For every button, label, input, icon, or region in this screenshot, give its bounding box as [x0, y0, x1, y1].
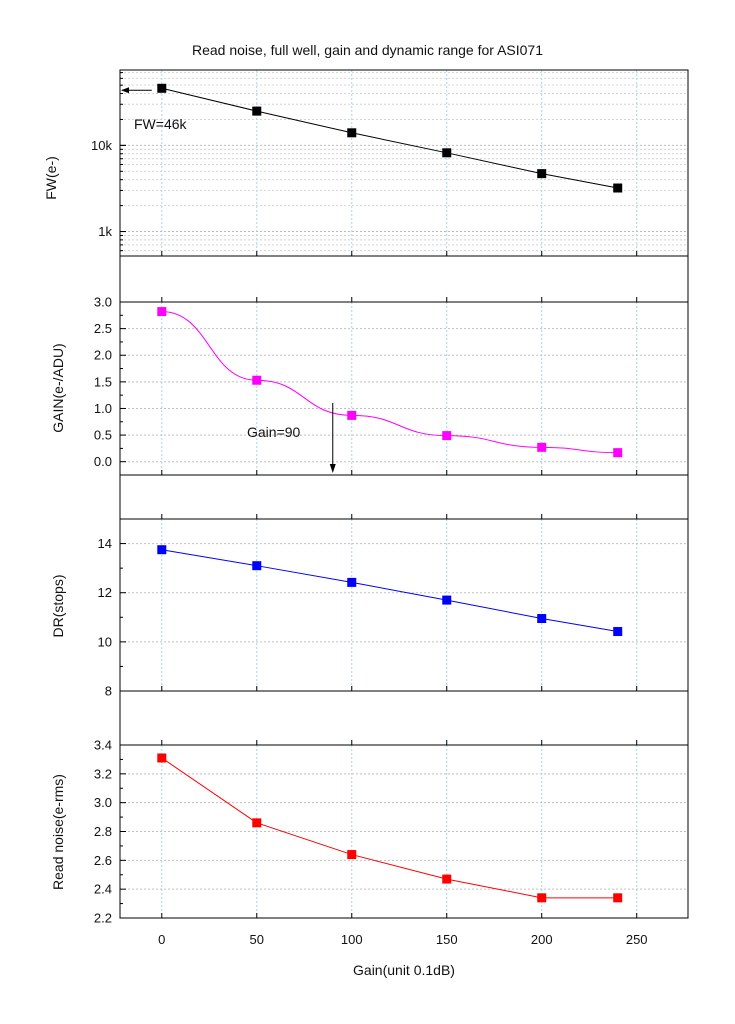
rn-y-tick-label: 2.8	[94, 824, 112, 839]
gain-data-point	[442, 431, 452, 441]
gain-data-point	[252, 375, 262, 385]
gain-frame	[119, 301, 689, 476]
fw-frame	[119, 69, 689, 257]
rn-y-tick-label: 3.0	[94, 795, 112, 810]
gain-y-tick-label: 3.0	[94, 295, 112, 310]
x-tick-label: 100	[341, 932, 363, 947]
rn-y-tick-label: 2.4	[94, 882, 112, 897]
gain-y-tick-label: 2.0	[94, 348, 112, 363]
gain-y-tick-label: 1.5	[94, 374, 112, 389]
fw-data-point	[252, 106, 262, 116]
axis-spacer-frame	[119, 474, 689, 520]
gain-y-tick-label: 1.0	[94, 401, 112, 416]
rn-data-point	[252, 818, 262, 828]
gain-data-point	[537, 442, 547, 452]
gain-y-tick-label: 2.5	[94, 321, 112, 336]
rn-y-tick-label: 3.2	[94, 766, 112, 781]
rn-y-tick-label: 2.2	[94, 911, 112, 926]
fw-y-axis-label: FW(e-)	[43, 156, 59, 200]
gain-data-point	[157, 307, 167, 317]
dr-data-point	[613, 627, 623, 637]
fw-y-tick-label: 1k	[98, 224, 112, 239]
dr-y-tick-label: 12	[98, 585, 112, 600]
dr-y-tick-label: 14	[98, 536, 112, 551]
dr-frame	[119, 518, 689, 692]
x-axis-label: Gain(unit 0.1dB)	[353, 962, 455, 978]
fw-series-line	[161, 87, 618, 189]
dr-data-point	[347, 577, 357, 587]
axis-spacer-frame	[119, 255, 689, 303]
fw-data-point	[537, 169, 547, 179]
fw-annotation: FW=46k	[134, 116, 187, 132]
fw-data-point	[613, 183, 623, 193]
gain-y-tick-label: 0.5	[94, 428, 112, 443]
rn-data-point	[157, 753, 167, 763]
x-tick-label: 0	[158, 932, 165, 947]
x-tick-label: 150	[436, 932, 458, 947]
rn-y-tick-label: 2.6	[94, 853, 112, 868]
rn-data-point	[613, 893, 623, 903]
gain-data-point	[347, 410, 357, 420]
gain-arrow-head	[329, 464, 336, 473]
dr-panel: 8 10 12 14	[98, 518, 689, 699]
x-tick-label: 250	[626, 932, 648, 947]
dr-y-tick-label: 8	[105, 684, 112, 699]
fw-y-tick-label: 10k	[91, 138, 112, 153]
dr-data-point	[252, 561, 262, 571]
chart-title: Read noise, full well, gain and dynamic …	[192, 42, 543, 58]
rn-data-point	[442, 874, 452, 884]
grid-lines	[161, 70, 638, 918]
x-tick-label: 200	[531, 932, 553, 947]
dr-y-axis-label: DR(stops)	[50, 574, 66, 638]
rn-panel: 2.2 2.4 2.6 2.8 3.0 3.2 3.4	[94, 738, 689, 926]
fw-data-point	[347, 128, 357, 138]
rn-data-point	[347, 850, 357, 860]
gain-y-axis-label: GAIN(e-/ADU)	[50, 343, 66, 433]
gain-data-point	[613, 448, 623, 458]
x-tick-label: 50	[250, 932, 264, 947]
gain-annotation: Gain=90	[247, 424, 301, 440]
dr-data-point	[157, 545, 167, 555]
rn-data-point	[537, 893, 547, 903]
fw-data-point	[157, 83, 167, 93]
rn-y-axis-label: Read noise(e-rms)	[50, 774, 66, 890]
gain-panel: 0.0 0.5 1.0 1.5 2.0 2.5 3.0	[94, 295, 689, 476]
rn-y-tick-label: 3.4	[94, 738, 112, 753]
fw-data-point	[442, 148, 452, 158]
fw-arrow-head	[121, 87, 129, 94]
fw-panel: 1k 10k	[91, 69, 689, 257]
gain-y-tick-label: 0.0	[94, 454, 112, 469]
dr-data-point	[442, 595, 452, 605]
axis-spacer-frame	[119, 690, 689, 746]
rn-series-line	[161, 757, 618, 899]
dr-series-line	[161, 549, 618, 633]
dr-data-point	[537, 614, 547, 624]
dr-y-tick-label: 10	[98, 634, 112, 649]
